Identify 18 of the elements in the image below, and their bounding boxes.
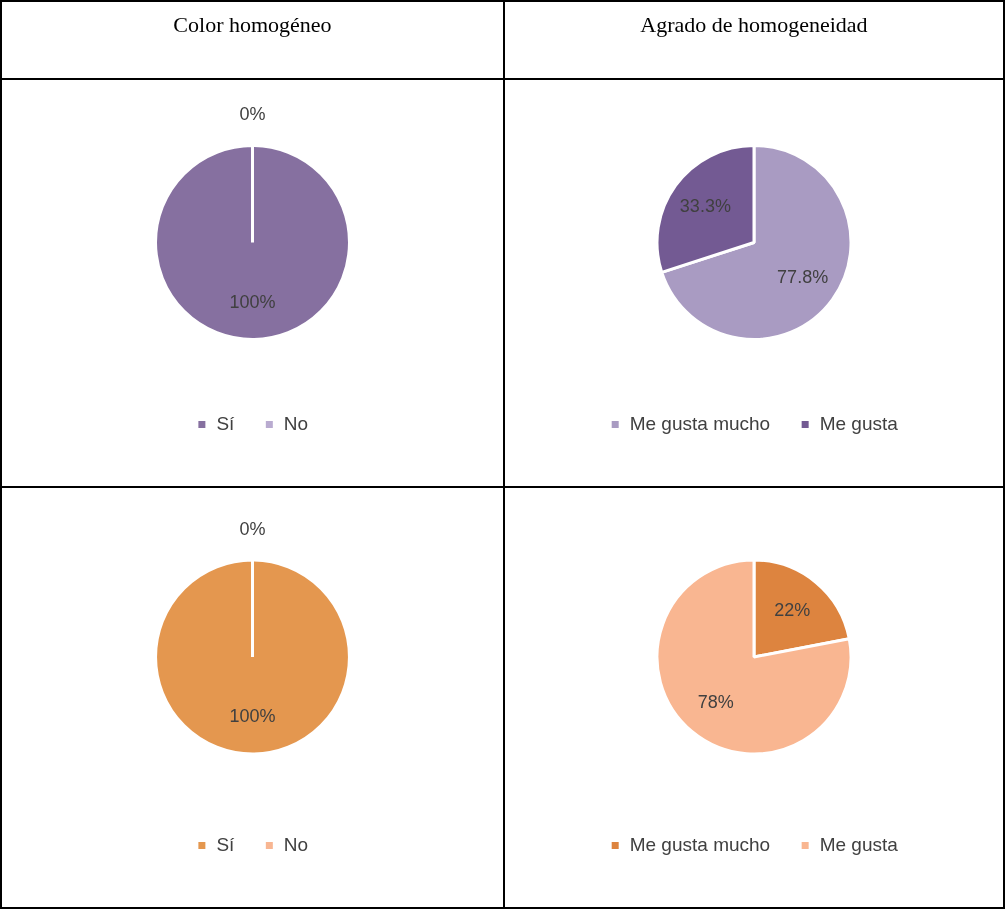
data-label: 22% [774, 599, 811, 620]
legend-label: No [283, 412, 309, 434]
legend-label: Me gusta [819, 412, 899, 434]
legend-label: Me gusta [819, 833, 899, 855]
data-label: 77.8% [777, 266, 829, 287]
chart-title: Agrado de homogeneidad [505, 2, 1003, 80]
data-label: 33.3% [679, 196, 731, 217]
text: 0% [239, 104, 266, 125]
text: 0% [239, 518, 266, 539]
legend-label: Sí [216, 833, 236, 855]
legend-label: Me gusta mucho [629, 412, 771, 434]
data-label: 100% [229, 291, 276, 312]
data-label: 78% [697, 692, 734, 713]
legend-label: No [283, 833, 309, 855]
legend-label: Me gusta mucho [629, 833, 771, 855]
legend-label: Sí [216, 412, 236, 434]
data-label: 100% [229, 706, 276, 727]
chart-title: Color homogéneo [2, 2, 503, 80]
